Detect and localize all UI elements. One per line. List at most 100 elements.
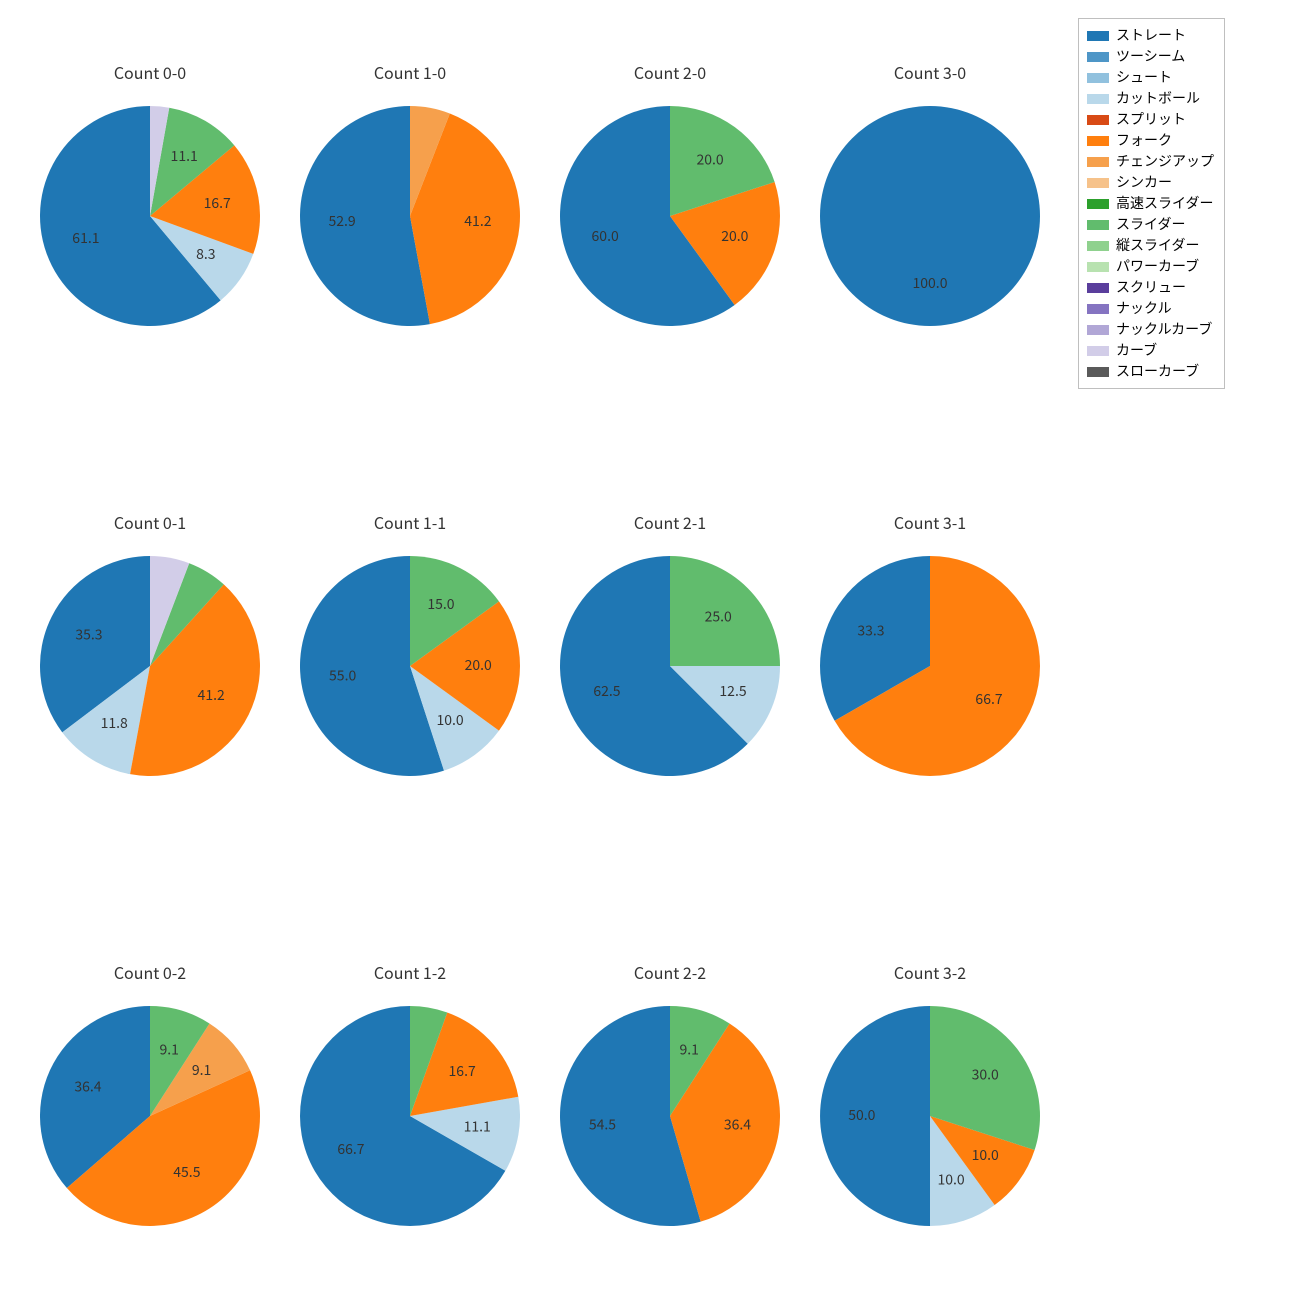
pie-count-2-2: Count 2-2 54.5 36.4 9.1 — [560, 960, 780, 1226]
legend-item-twoseam: ツーシーム — [1087, 46, 1214, 67]
pie-title: Count 0-0 — [40, 60, 260, 84]
slice-label: 100.0 — [913, 273, 948, 293]
legend-label: シンカー — [1116, 172, 1172, 193]
pie-count-2-1: Count 2-162.512.525.0 — [560, 510, 780, 776]
pie-count-0-2: Count 0-236.445.59.19.1 — [40, 960, 260, 1226]
pie-chart: 36.445.59.19.1 — [40, 1006, 260, 1226]
legend-label: スクリュー — [1116, 277, 1186, 298]
pie-count-3-1: Count 3-133.366.7 — [820, 510, 1040, 776]
legend-item-shoot: シュート — [1087, 67, 1214, 88]
legend-swatch — [1087, 178, 1109, 188]
pie-count-1-1: Count 1-155.010.020.015.0 — [300, 510, 520, 776]
pie-chart: 54.5 36.4 9.1 — [560, 1006, 780, 1226]
pie-chart: 55.010.020.015.0 — [300, 556, 520, 776]
slice-label: 33.3 — [857, 621, 884, 641]
slice-label: 20.0 — [721, 226, 748, 246]
legend-swatch — [1087, 115, 1109, 125]
slice-label: 8.3 — [196, 244, 215, 264]
slice-label: 12.5 — [719, 681, 746, 701]
legend-item-knuckle: ナックル — [1087, 298, 1214, 319]
legend-label: ストレート — [1116, 25, 1186, 46]
legend-swatch — [1087, 199, 1109, 209]
slice-label: 10.0 — [436, 710, 463, 730]
legend-swatch — [1087, 220, 1109, 230]
legend-item-slowcurve: スローカーブ — [1087, 361, 1214, 382]
pie-chart: 33.3 66.7 — [820, 556, 1040, 776]
slice-label: 9.1 — [680, 1039, 699, 1059]
legend-swatch — [1087, 283, 1109, 293]
legend-item-changeup: チェンジアップ — [1087, 151, 1214, 172]
pie-chart: 50.010.010.030.0 — [820, 1006, 1040, 1226]
legend-item-split: スプリット — [1087, 109, 1214, 130]
slice-label: 16.7 — [449, 1061, 476, 1081]
legend-label: カーブ — [1116, 340, 1157, 361]
pie-count-1-2: Count 1-2 66.7 11.1 16.7 — [300, 960, 520, 1226]
pie-title: Count 1-2 — [300, 960, 520, 984]
slice-label: 10.0 — [937, 1170, 964, 1190]
legend-label: スプリット — [1116, 109, 1186, 130]
slice-label: 36.4 — [74, 1076, 101, 1096]
legend-item-straight: ストレート — [1087, 25, 1214, 46]
slice-label: 62.5 — [593, 681, 620, 701]
slice-label: 30.0 — [972, 1065, 999, 1085]
legend-swatch — [1087, 157, 1109, 167]
legend-swatch — [1087, 31, 1109, 41]
slice-label: 15.0 — [427, 594, 454, 614]
pie-title: Count 2-2 — [560, 960, 780, 984]
slice-label: 45.5 — [173, 1162, 200, 1182]
pie-chart: 62.512.525.0 — [560, 556, 780, 776]
slice-label: 41.2 — [464, 211, 491, 231]
slice-label: 61.1 — [72, 228, 99, 248]
legend-swatch — [1087, 94, 1109, 104]
pie-chart: 61.1 8.3 16.7 11.1 — [40, 106, 260, 326]
slice-label: 66.7 — [975, 689, 1002, 709]
pie-chart: 100.0 — [820, 106, 1040, 326]
slice-label: 10.0 — [972, 1145, 999, 1165]
slice-label: 11.8 — [101, 713, 128, 733]
pie-count-0-1: Count 0-135.311.841.2 — [40, 510, 260, 776]
pie-count-2-0: Count 2-060.020.020.0 — [560, 60, 780, 326]
slice-label: 52.9 — [328, 211, 355, 231]
slice-label: 66.7 — [337, 1139, 364, 1159]
slice-label: 11.1 — [464, 1117, 491, 1137]
slice-label: 60.0 — [592, 226, 619, 246]
legend-item-vslider: 縦スライダー — [1087, 235, 1214, 256]
legend-label: カットボール — [1116, 88, 1200, 109]
pie-count-3-0: Count 3-0 100.0 — [820, 60, 1040, 326]
legend-swatch — [1087, 346, 1109, 356]
slice-label: 54.5 — [589, 1114, 616, 1134]
pie-count-0-0: Count 0-0 61.1 8.3 16.7 11.1 — [40, 60, 260, 326]
slice-label: 11.1 — [171, 146, 198, 166]
legend-label: パワーカーブ — [1116, 256, 1199, 277]
pie-chart: 35.311.841.2 — [40, 556, 260, 776]
legend-swatch — [1087, 136, 1109, 146]
pie-chart: 60.020.020.0 — [560, 106, 780, 326]
pie-title: Count 3-0 — [820, 60, 1040, 84]
slice-label: 36.4 — [724, 1115, 751, 1135]
slice-label: 9.1 — [159, 1039, 178, 1059]
legend-swatch — [1087, 367, 1109, 377]
legend-item-knucklecurve: ナックルカーブ — [1087, 319, 1214, 340]
pie-slice-straight — [820, 106, 1040, 326]
legend-label: ナックルカーブ — [1116, 319, 1212, 340]
legend-label: 縦スライダー — [1116, 235, 1199, 256]
pie-title: Count 0-1 — [40, 510, 260, 534]
legend-item-slider: スライダー — [1087, 214, 1214, 235]
legend-label: ナックル — [1116, 298, 1172, 319]
legend-label: スローカーブ — [1116, 361, 1199, 382]
pie-chart: 52.9 41.2 — [300, 106, 520, 326]
pie-title: Count 0-2 — [40, 960, 260, 984]
legend-item-powercurve: パワーカーブ — [1087, 256, 1214, 277]
pie-title: Count 3-2 — [820, 960, 1040, 984]
pie-title: Count 1-0 — [300, 60, 520, 84]
legend-item-fork: フォーク — [1087, 130, 1214, 151]
legend-swatch — [1087, 52, 1109, 62]
legend-label: 高速スライダー — [1116, 193, 1213, 214]
slice-label: 16.7 — [204, 193, 231, 213]
legend-label: ツーシーム — [1116, 46, 1185, 67]
legend-label: チェンジアップ — [1116, 151, 1214, 172]
slice-label: 41.2 — [198, 685, 225, 705]
pie-title: Count 2-1 — [560, 510, 780, 534]
legend: ストレートツーシームシュートカットボールスプリットフォークチェンジアップシンカー… — [1078, 18, 1225, 389]
slice-label: 20.0 — [465, 655, 492, 675]
